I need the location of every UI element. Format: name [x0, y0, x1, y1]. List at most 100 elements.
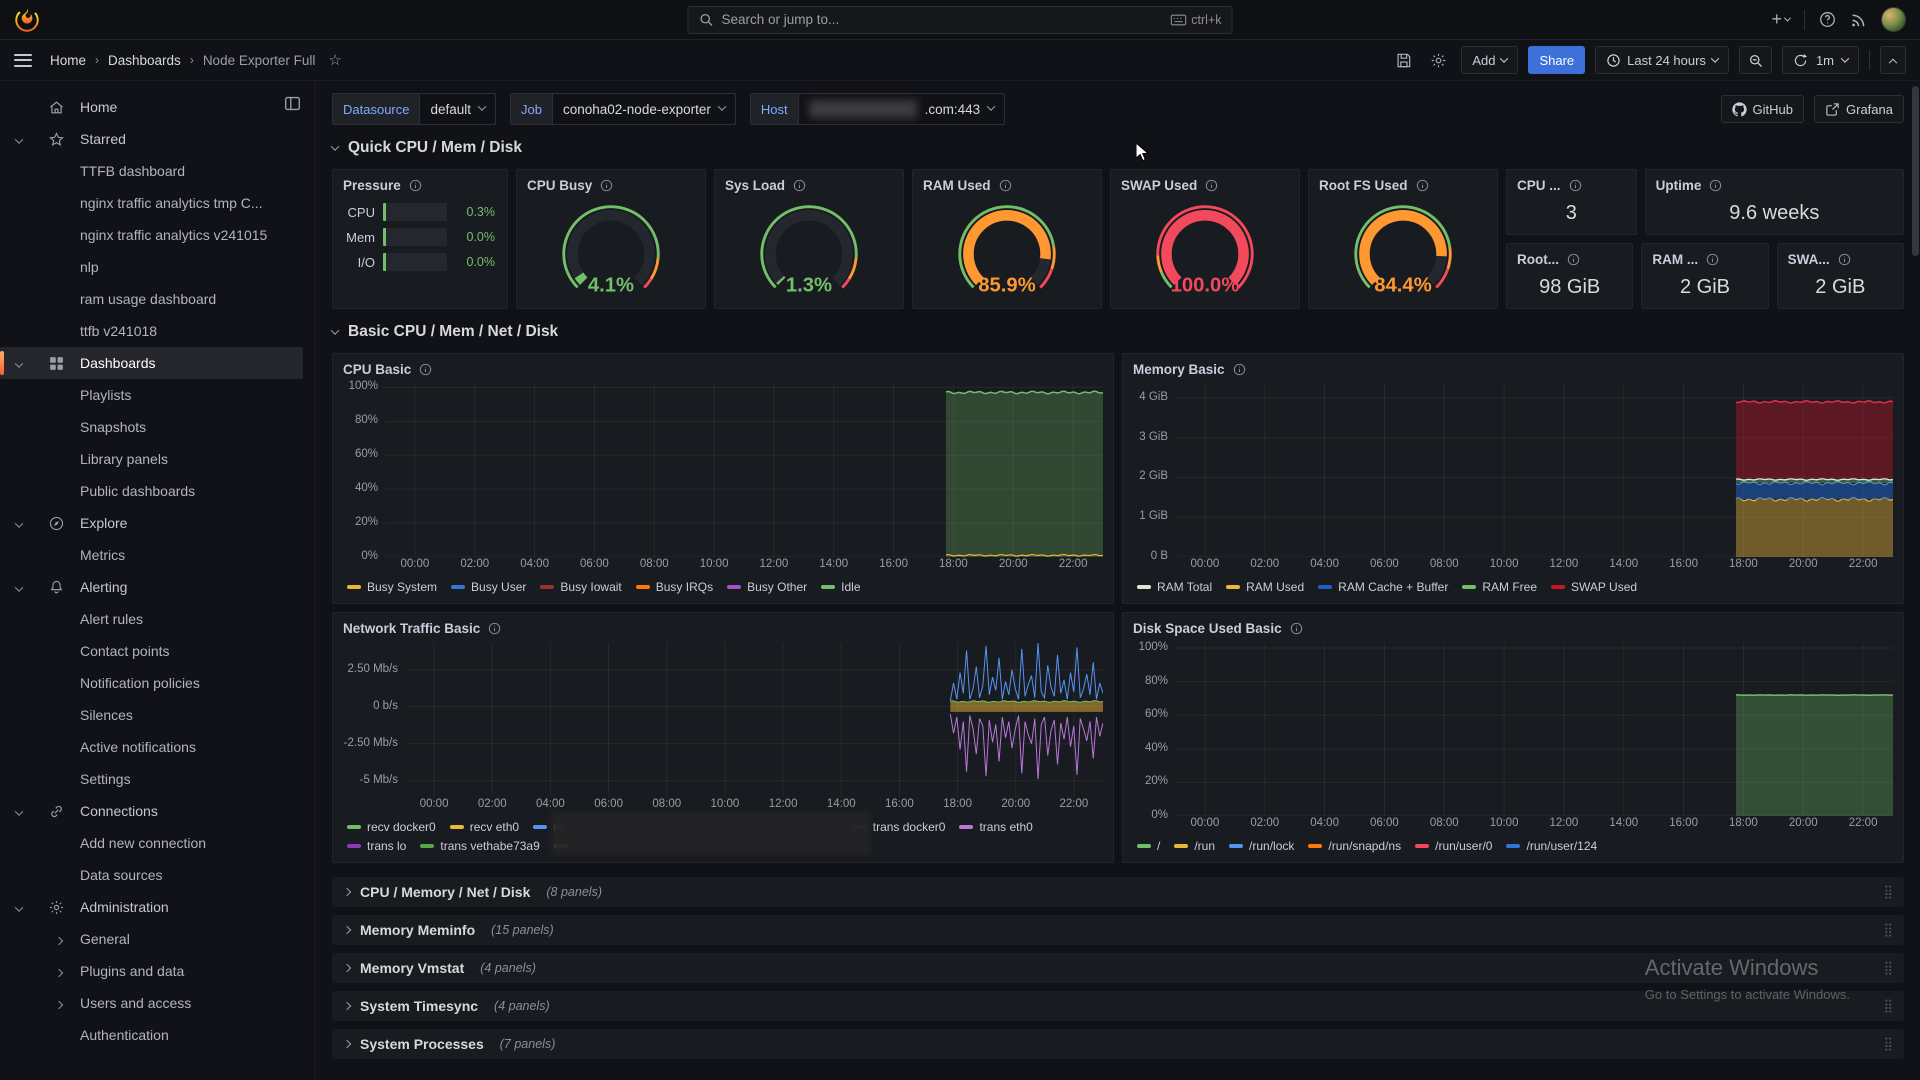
info-icon[interactable]	[600, 179, 613, 192]
sidebar-item-home[interactable]: Home	[0, 91, 303, 123]
legend-item--run-snapd-ns[interactable]: /run/snapd/ns	[1308, 839, 1401, 853]
sidebar-item-contact-points[interactable]: Contact points	[0, 635, 303, 667]
legend-item-busy-irqs[interactable]: Busy IRQs	[635, 580, 713, 594]
sidebar-item-settings[interactable]: Settings	[0, 763, 303, 795]
panel-header[interactable]: Root FS Used	[1309, 170, 1497, 196]
row-drag-handle[interactable]: ⣿	[1883, 960, 1892, 975]
chevron-right-icon[interactable]	[54, 931, 64, 947]
info-icon[interactable]	[409, 179, 422, 192]
sidebar-item-metrics[interactable]: Metrics	[0, 539, 303, 571]
info-icon[interactable]	[1233, 363, 1246, 376]
legend-item--run-lock[interactable]: /run/lock	[1229, 839, 1294, 853]
sidebar-item-active-notifications[interactable]: Active notifications	[0, 731, 303, 763]
legend-item-swap-used[interactable]: SWAP Used	[1551, 580, 1637, 594]
sidebar-item-administration[interactable]: Administration	[0, 891, 303, 923]
sidebar-item-alert-rules[interactable]: Alert rules	[0, 603, 303, 635]
section-quick-cpu-mem-disk[interactable]: Quick CPU / Mem / Disk	[330, 133, 1904, 163]
breadcrumb-dashboards[interactable]: Dashboards	[108, 52, 181, 68]
sidebar-item-alerting[interactable]: Alerting	[0, 571, 303, 603]
chevron-down-icon[interactable]	[14, 803, 24, 819]
row-drag-handle[interactable]: ⣿	[1883, 1036, 1892, 1051]
chart-plot-area[interactable]	[385, 384, 1103, 557]
add-panel-button[interactable]: Add	[1461, 46, 1519, 74]
info-icon[interactable]	[1709, 179, 1722, 192]
legend-item-trans-lo[interactable]: trans lo	[347, 839, 406, 853]
panel-header[interactable]: Memory Basic	[1123, 354, 1903, 380]
sidebar-item-data-sources[interactable]: Data sources	[0, 859, 303, 891]
sidebar-item-starred[interactable]: Starred	[0, 123, 303, 155]
info-icon[interactable]	[1416, 179, 1429, 192]
sidebar-item-nginx-traffic-analytics-v241015[interactable]: nginx traffic analytics v241015	[0, 219, 303, 251]
panel-header[interactable]: Network Traffic Basic	[333, 613, 1113, 639]
legend-item-idle[interactable]: Idle	[821, 580, 861, 594]
info-icon[interactable]	[1569, 179, 1582, 192]
collapsed-row-system-timesync[interactable]: System Timesync (4 panels) ⣿	[332, 991, 1904, 1021]
chevron-down-icon[interactable]	[14, 515, 24, 531]
panel-header[interactable]: CPU Basic	[333, 354, 1113, 380]
chevron-down-icon[interactable]	[14, 579, 24, 595]
legend-item-ram-cache-buffer[interactable]: RAM Cache + Buffer	[1318, 580, 1448, 594]
chart-plot-area[interactable]	[1175, 384, 1893, 557]
row-drag-handle[interactable]: ⣿	[1883, 998, 1892, 1013]
dock-sidebar-icon[interactable]	[284, 95, 301, 115]
sidebar-item-snapshots[interactable]: Snapshots	[0, 411, 303, 443]
breadcrumb-home[interactable]: Home	[50, 52, 87, 68]
sidebar-item-authentication[interactable]: Authentication	[0, 1019, 303, 1051]
legend-item--[interactable]: /	[1137, 839, 1160, 853]
info-icon[interactable]	[419, 363, 432, 376]
legend-item--run[interactable]: /run	[1174, 839, 1215, 853]
sidebar-item-dashboards[interactable]: Dashboards	[0, 347, 303, 379]
info-icon[interactable]	[1205, 179, 1218, 192]
sidebar-item-plugins-and-data[interactable]: Plugins and data	[0, 955, 303, 987]
panel-header[interactable]: RAM ...	[1642, 244, 1767, 270]
github-link-button[interactable]: GitHub	[1720, 95, 1805, 123]
panel-header[interactable]: Disk Space Used Basic	[1123, 613, 1903, 639]
panel-header[interactable]: RAM Used	[913, 170, 1101, 196]
panel-header[interactable]: CPU Busy	[517, 170, 705, 196]
panel-header[interactable]: Sys Load	[715, 170, 903, 196]
collapsed-row-cpu-memory-net-disk[interactable]: CPU / Memory / Net / Disk (8 panels) ⣿	[332, 877, 1904, 907]
zoom-out-time-button[interactable]	[1738, 46, 1772, 74]
chart-plot-area[interactable]	[1175, 643, 1893, 816]
legend-item-ram-free[interactable]: RAM Free	[1462, 580, 1537, 594]
info-icon[interactable]	[1838, 253, 1851, 266]
collapsed-row-memory-vmstat[interactable]: Memory Vmstat (4 panels) ⣿	[332, 953, 1904, 983]
legend-item-recv-docker0[interactable]: recv docker0	[347, 820, 436, 834]
favorite-star-icon[interactable]: ☆	[328, 52, 342, 69]
legend-item-trans-eth0[interactable]: trans eth0	[959, 820, 1033, 834]
sidebar-item-playlists[interactable]: Playlists	[0, 379, 303, 411]
add-menu-button[interactable]: +	[1771, 9, 1792, 30]
collapse-toolbar-button[interactable]	[1880, 46, 1906, 74]
sidebar-item-nginx-traffic-analytics-tmp-c[interactable]: nginx traffic analytics tmp C...	[0, 187, 303, 219]
user-avatar[interactable]	[1881, 7, 1906, 32]
dashboard-settings-button[interactable]	[1426, 52, 1451, 69]
chevron-right-icon[interactable]	[54, 995, 64, 1011]
legend-item-busy-iowait[interactable]: Busy Iowait	[540, 580, 622, 594]
menu-toggle-icon[interactable]	[14, 50, 32, 70]
panel-header[interactable]: CPU ...	[1507, 170, 1636, 196]
legend-item-trans-vethabe73a9[interactable]: trans vethabe73a9	[420, 839, 540, 853]
sidebar-item-ttfb-dashboard[interactable]: TTFB dashboard	[0, 155, 303, 187]
chevron-down-icon[interactable]	[14, 355, 24, 371]
sidebar-item-general[interactable]: General	[0, 923, 303, 955]
legend-item-busy-system[interactable]: Busy System	[347, 580, 437, 594]
info-icon[interactable]	[488, 622, 501, 635]
sidebar-item-notification-policies[interactable]: Notification policies	[0, 667, 303, 699]
variable-value-dropdown[interactable]: .com:443	[797, 93, 1006, 125]
variable-value-dropdown[interactable]: conoha02-node-exporter	[552, 93, 736, 125]
sidebar-item-public-dashboards[interactable]: Public dashboards	[0, 475, 303, 507]
panel-header[interactable]: Pressure	[333, 170, 507, 196]
chevron-right-icon[interactable]	[54, 963, 64, 979]
sidebar-item-silences[interactable]: Silences	[0, 699, 303, 731]
legend-item-recv-eth0[interactable]: recv eth0	[449, 820, 519, 834]
legend-item-ram-total[interactable]: RAM Total	[1137, 580, 1212, 594]
legend-item--run-user-124[interactable]: /run/user/124	[1506, 839, 1597, 853]
page-scrollbar[interactable]	[1912, 86, 1919, 256]
panel-header[interactable]: Root...	[1507, 244, 1632, 270]
refresh-button[interactable]: 1m	[1781, 46, 1859, 74]
row-drag-handle[interactable]: ⣿	[1883, 884, 1892, 899]
info-icon[interactable]	[999, 179, 1012, 192]
legend-item-ram-used[interactable]: RAM Used	[1226, 580, 1304, 594]
section-basic-cpu-mem-net-disk[interactable]: Basic CPU / Mem / Net / Disk	[330, 317, 1904, 347]
legend-item-busy-user[interactable]: Busy User	[451, 580, 526, 594]
